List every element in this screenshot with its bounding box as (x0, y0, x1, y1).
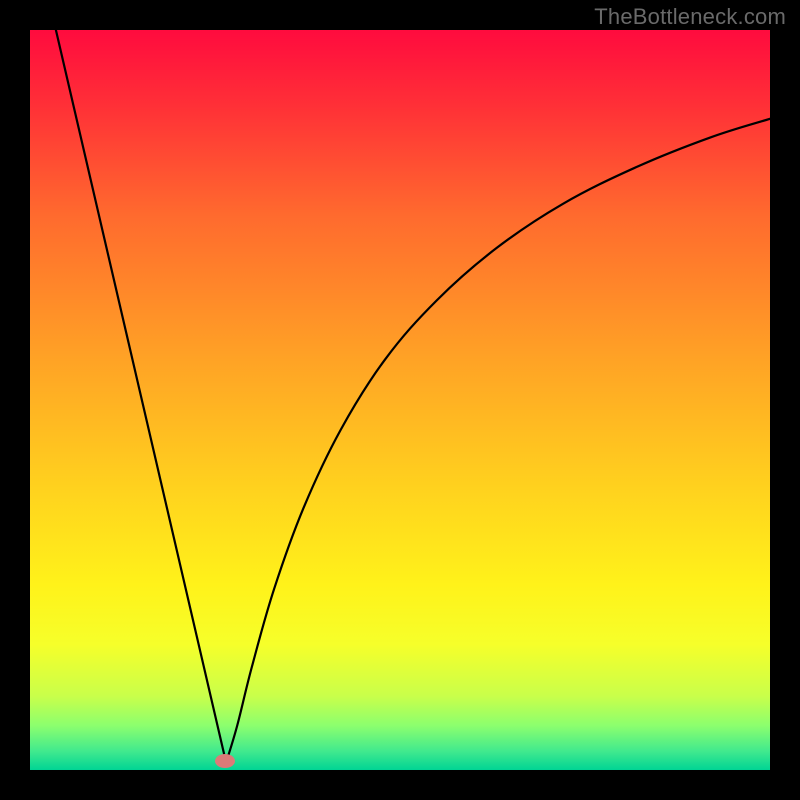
plot-area (30, 30, 770, 770)
watermark-text: TheBottleneck.com (594, 4, 786, 30)
vertex-marker (215, 754, 235, 768)
bottleneck-curve (30, 30, 770, 770)
